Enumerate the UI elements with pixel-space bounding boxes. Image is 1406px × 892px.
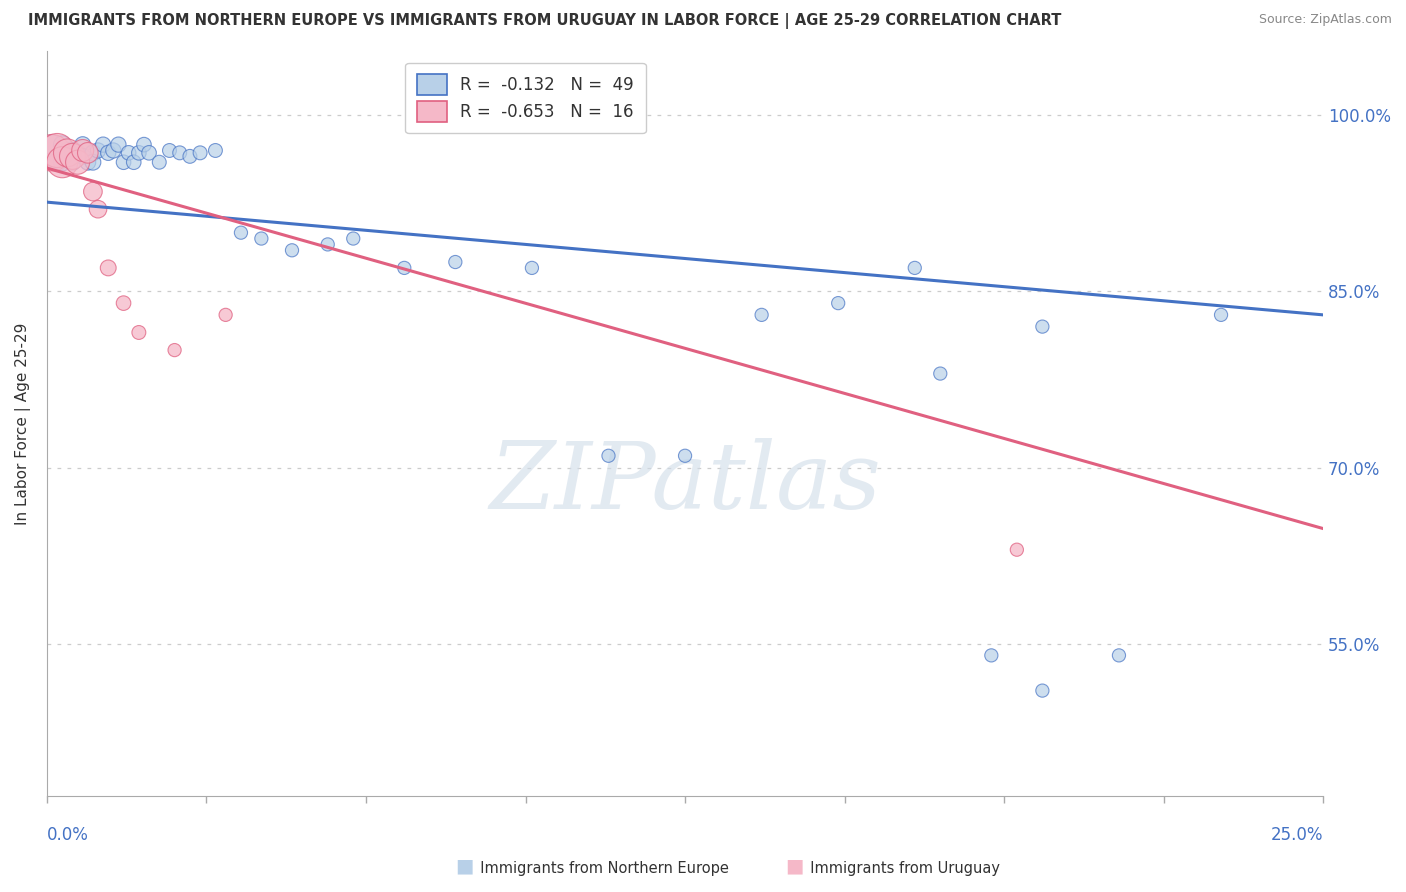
Point	[163, 343, 186, 357]
Point	[41, 145, 63, 160]
Point	[1209, 308, 1232, 322]
Point	[904, 260, 927, 275]
Text: IMMIGRANTS FROM NORTHERN EUROPE VS IMMIGRANTS FROM URUGUAY IN LABOR FORCE | AGE : IMMIGRANTS FROM NORTHERN EUROPE VS IMMIG…	[28, 13, 1062, 29]
Point	[394, 260, 416, 275]
Point	[598, 449, 620, 463]
Point	[188, 145, 211, 160]
Point	[1031, 683, 1053, 698]
Point	[107, 137, 129, 152]
Point	[51, 137, 73, 152]
Point	[751, 308, 773, 322]
Point	[41, 137, 63, 152]
Point	[281, 244, 304, 258]
Point	[62, 144, 84, 158]
Point	[56, 145, 79, 160]
Point	[179, 149, 201, 163]
Point	[214, 308, 236, 322]
Point	[82, 185, 104, 199]
Point	[72, 149, 94, 163]
Point	[250, 231, 273, 245]
Point	[342, 231, 364, 245]
Text: ZIPatlas: ZIPatlas	[489, 438, 882, 528]
Point	[980, 648, 1002, 663]
Point	[169, 145, 191, 160]
Text: Immigrants from Uruguay: Immigrants from Uruguay	[801, 861, 1001, 876]
Point	[103, 144, 125, 158]
Point	[82, 155, 104, 169]
Point	[128, 145, 150, 160]
Point	[62, 149, 84, 163]
Point	[87, 144, 110, 158]
Point	[204, 144, 226, 158]
Point	[444, 255, 467, 269]
Legend: R =  -0.132   N =  49, R =  -0.653   N =  16: R = -0.132 N = 49, R = -0.653 N = 16	[405, 62, 645, 134]
Point	[62, 155, 84, 169]
Point	[51, 155, 73, 169]
Text: 0.0%: 0.0%	[46, 826, 89, 844]
Point	[91, 137, 114, 152]
Point	[673, 449, 696, 463]
Text: ■: ■	[454, 857, 474, 876]
Y-axis label: In Labor Force | Age 25-29: In Labor Force | Age 25-29	[15, 322, 31, 524]
Text: Immigrants from Northern Europe: Immigrants from Northern Europe	[471, 861, 728, 876]
Point	[87, 202, 110, 217]
Point	[128, 326, 150, 340]
Text: Source: ZipAtlas.com: Source: ZipAtlas.com	[1258, 13, 1392, 27]
Point	[82, 145, 104, 160]
Point	[229, 226, 252, 240]
Point	[97, 145, 120, 160]
Point	[520, 260, 543, 275]
Point	[72, 137, 94, 152]
Point	[46, 144, 69, 158]
Point	[138, 145, 160, 160]
Point	[66, 155, 89, 169]
Text: 25.0%: 25.0%	[1271, 826, 1323, 844]
Point	[66, 145, 89, 160]
Point	[1031, 319, 1053, 334]
Point	[827, 296, 849, 310]
Point	[117, 145, 139, 160]
Text: ■: ■	[785, 857, 804, 876]
Point	[159, 144, 181, 158]
Point	[76, 145, 98, 160]
Point	[51, 155, 73, 169]
Point	[122, 155, 145, 169]
Point	[112, 296, 135, 310]
Point	[46, 155, 69, 169]
Point	[1108, 648, 1130, 663]
Point	[316, 237, 339, 252]
Point	[132, 137, 155, 152]
Point	[76, 155, 98, 169]
Point	[56, 144, 79, 158]
Point	[929, 367, 952, 381]
Point	[72, 144, 94, 158]
Point	[148, 155, 170, 169]
Point	[112, 155, 135, 169]
Point	[1005, 542, 1028, 557]
Point	[97, 260, 120, 275]
